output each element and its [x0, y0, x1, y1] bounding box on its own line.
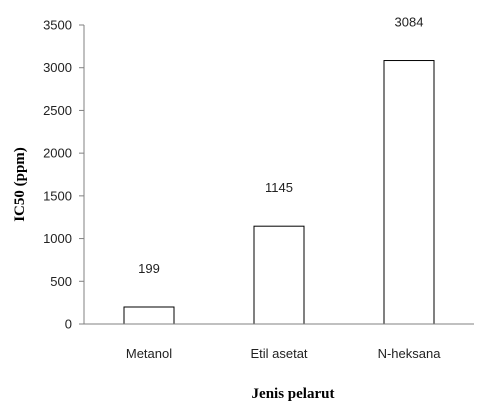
bar-n-heksana	[383, 60, 435, 325]
y-tick-label: 2500	[43, 103, 72, 118]
y-tick-label: 0	[65, 317, 72, 332]
x-tick-label: Metanol	[126, 346, 172, 361]
y-tick-label: 1500	[43, 188, 72, 203]
y-axis-ticks: 0 500 1000 1500 2000 2500 3000 3500	[43, 18, 84, 332]
bar-etil-asetat	[253, 225, 305, 325]
y-tick-label: 2000	[43, 146, 72, 161]
y-tick-label: 500	[50, 274, 72, 289]
data-labels: 199 1145 3084	[138, 15, 423, 276]
data-label: 3084	[395, 15, 424, 30]
y-tick-label: 1000	[43, 231, 72, 246]
data-label: 1145	[265, 180, 293, 195]
bars	[123, 60, 435, 325]
bar-metanol	[123, 306, 175, 325]
y-tick-label: 3500	[43, 18, 72, 33]
x-axis-title: Jenis pelarut	[252, 386, 335, 402]
y-tick-label: 3000	[43, 60, 72, 75]
x-tick-label: N-heksana	[378, 346, 442, 361]
y-axis-title: IC50 (ppm)	[12, 147, 28, 222]
data-label: 199	[138, 261, 160, 276]
x-tick-label: Etil asetat	[250, 346, 307, 361]
category-labels: Metanol Etil asetat N-heksana	[126, 346, 441, 361]
